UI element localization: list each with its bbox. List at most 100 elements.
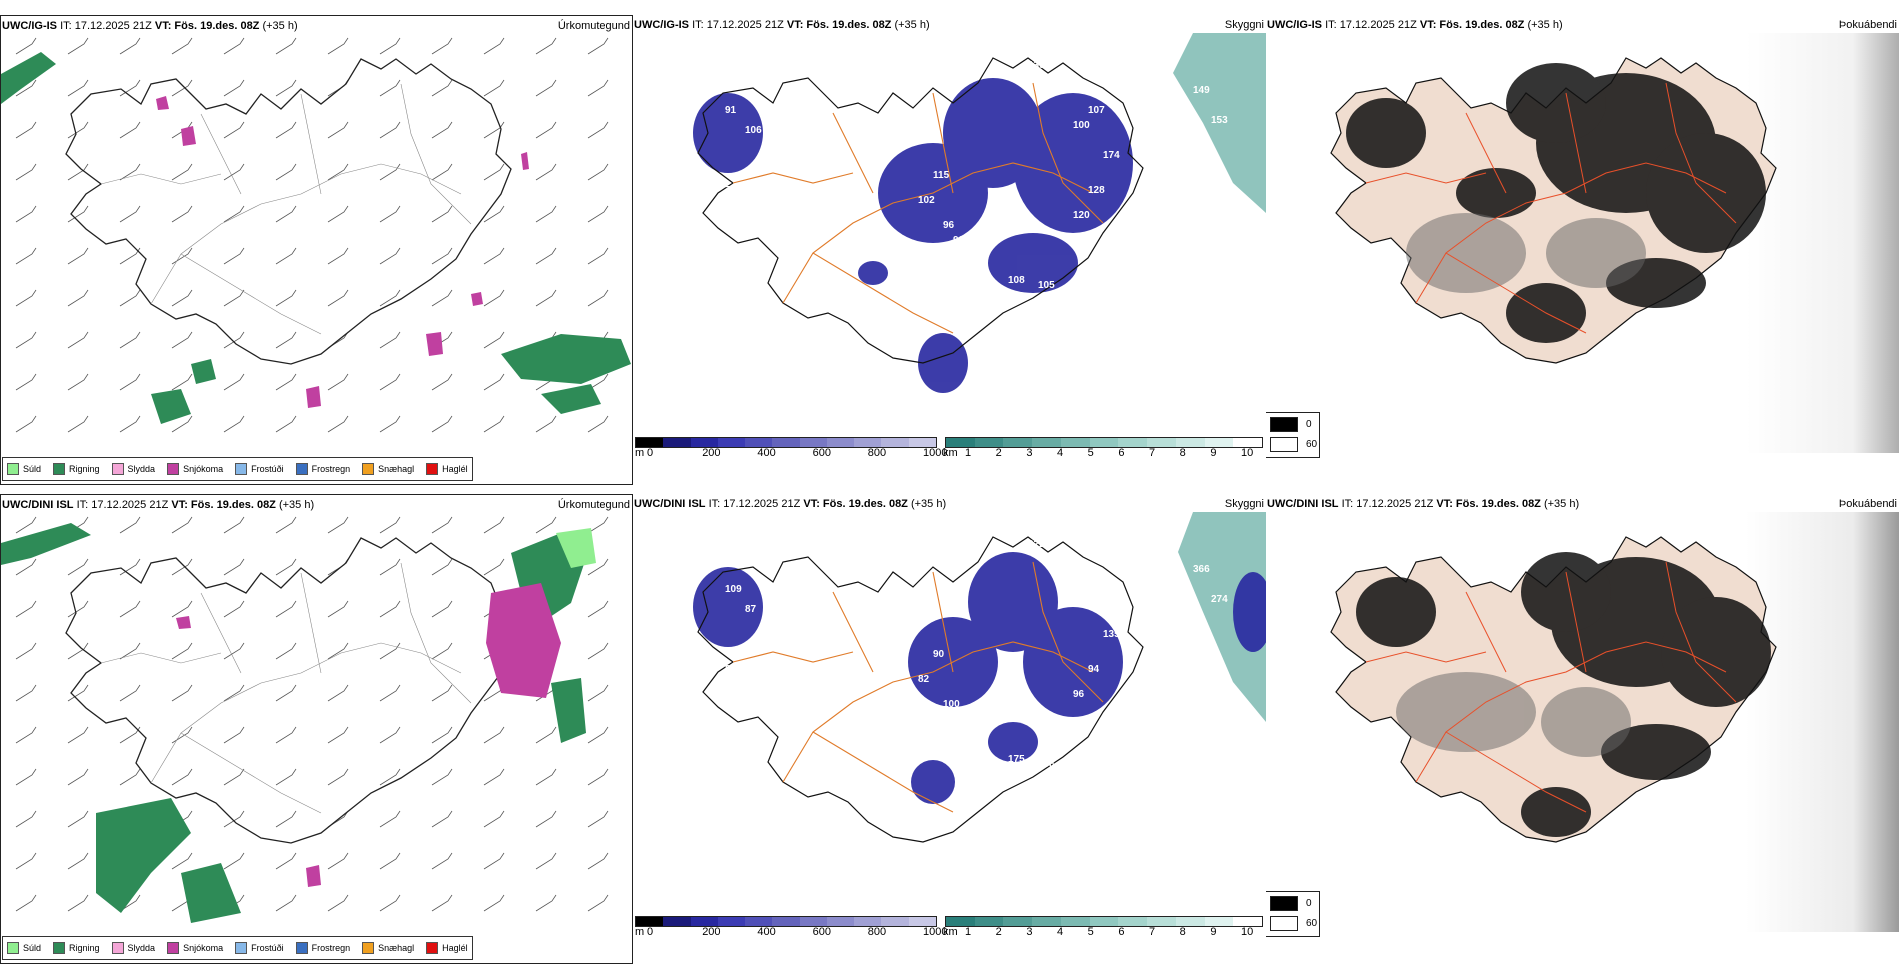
wind-barb [15,558,37,576]
legend-item: Haglél [426,463,468,475]
precip-type-panel-top: UWC/IG-IS IT: 17.12.2025 21Z VT: Fös. 19… [0,15,633,485]
colorbar-tick: 400 [757,926,776,938]
wind-barb [171,373,193,391]
colorbar-tick: 2 [995,447,1002,459]
visibility-value: 102 [918,195,935,206]
visibility-map: 91 106 98 79 88 115 102 96 90 108 105 120 163 128 174 1… [693,33,1266,393]
legend-swatch [53,463,66,475]
visibility-value: 139 [1028,60,1045,71]
wind-barb [379,726,401,744]
wind-barb [327,726,349,744]
wind-barb [15,37,37,55]
wind-barb [379,289,401,307]
colorbar-cell [826,438,855,447]
wind-barb [483,810,505,828]
wind-barb [379,516,401,534]
wind-barb [587,558,609,576]
wind-barb [171,726,193,744]
wind-barb [535,768,557,786]
colorbar-cell [1147,917,1176,926]
visibility-value: 109 [725,584,742,595]
colorbar-cell [1147,438,1176,447]
wind-barb [587,289,609,307]
wind-barb [275,37,297,55]
panel-header: UWC/IG-IS IT: 17.12.2025 21Z VT: Fös. 19… [2,20,298,32]
wind-barb [171,247,193,265]
colorbar-tick: 6 [1118,447,1125,459]
legend-item: Haglél [426,942,468,954]
legend-label: Frostúði [251,464,284,474]
wind-barb [171,642,193,660]
visibility-value: 153 [1211,115,1228,126]
colorbar-cell [1233,917,1263,926]
visibility-value: 82 [918,674,930,685]
wind-barb [275,726,297,744]
wind-barb [67,331,89,349]
wind-barb [275,415,297,433]
legend-swatch [295,463,308,475]
colorbar-cell [1089,438,1119,447]
visibility-value: 91 [1098,764,1110,775]
wind-barb [535,37,557,55]
wind-barb [223,558,245,576]
wind-barb [379,247,401,265]
wind-barb [275,684,297,702]
colorbar-tick: 9 [1210,926,1217,938]
wind-barb [275,642,297,660]
wind-barb [119,331,141,349]
wind-barb [587,810,609,828]
wind-barb [587,516,609,534]
colorbar-cell [1089,917,1119,926]
wind-barb [379,558,401,576]
wind-barb [67,79,89,97]
wind-barb [223,331,245,349]
visibility-value: 110 [1088,584,1105,595]
colorbar-cell [946,917,975,926]
wind-barb [379,810,401,828]
wind-barb [327,768,349,786]
wind-barb [327,205,349,223]
colorbar-cell [854,917,882,926]
colorbar-tick: 9 [1210,447,1217,459]
colorbar-cell [636,438,664,447]
wind-barb [327,121,349,139]
colorbar-cell [799,438,827,447]
wind-barb [379,205,401,223]
wind-barb [171,600,193,618]
visibility-value: 108 [1008,275,1025,286]
colorbar-tick: 200 [702,926,721,938]
wind-barb [327,373,349,391]
legend-item: Snjókoma [167,463,223,475]
wind-barb [67,121,89,139]
wind-barb [431,684,453,702]
visibility-value: 98 [1073,599,1085,610]
colorbar-cell [908,438,936,447]
wind-barb [587,726,609,744]
visibility-value: 162 [953,714,970,725]
visibility-value: 88 [733,225,745,236]
visibility-value: 274 [1211,594,1228,605]
wind-barb [119,600,141,618]
fog-legend-label: 0 [1306,898,1312,909]
colorbar-cell [946,438,975,447]
visibility-value: 96 [1073,689,1085,700]
wind-barb [483,894,505,912]
wind-barb [119,768,141,786]
wind-barb [483,516,505,534]
fog-legend-label: 60 [1306,439,1318,450]
legend-swatch [426,942,439,954]
wind-barb [379,642,401,660]
wind-barb [119,415,141,433]
wind-barb [327,642,349,660]
colorbar-cell [1032,438,1061,447]
colorbar-cell [772,438,800,447]
visibility-value: 103 [1053,559,1070,570]
wind-barb [535,516,557,534]
wind-barb [67,163,89,181]
wind-barb [327,894,349,912]
panel-title: Úrkomutegund [557,20,630,32]
wind-barb [535,852,557,870]
wind-barb [171,558,193,576]
panel-title: Þokuábendi [1838,19,1897,31]
legend-item: Frostregn [295,942,350,954]
